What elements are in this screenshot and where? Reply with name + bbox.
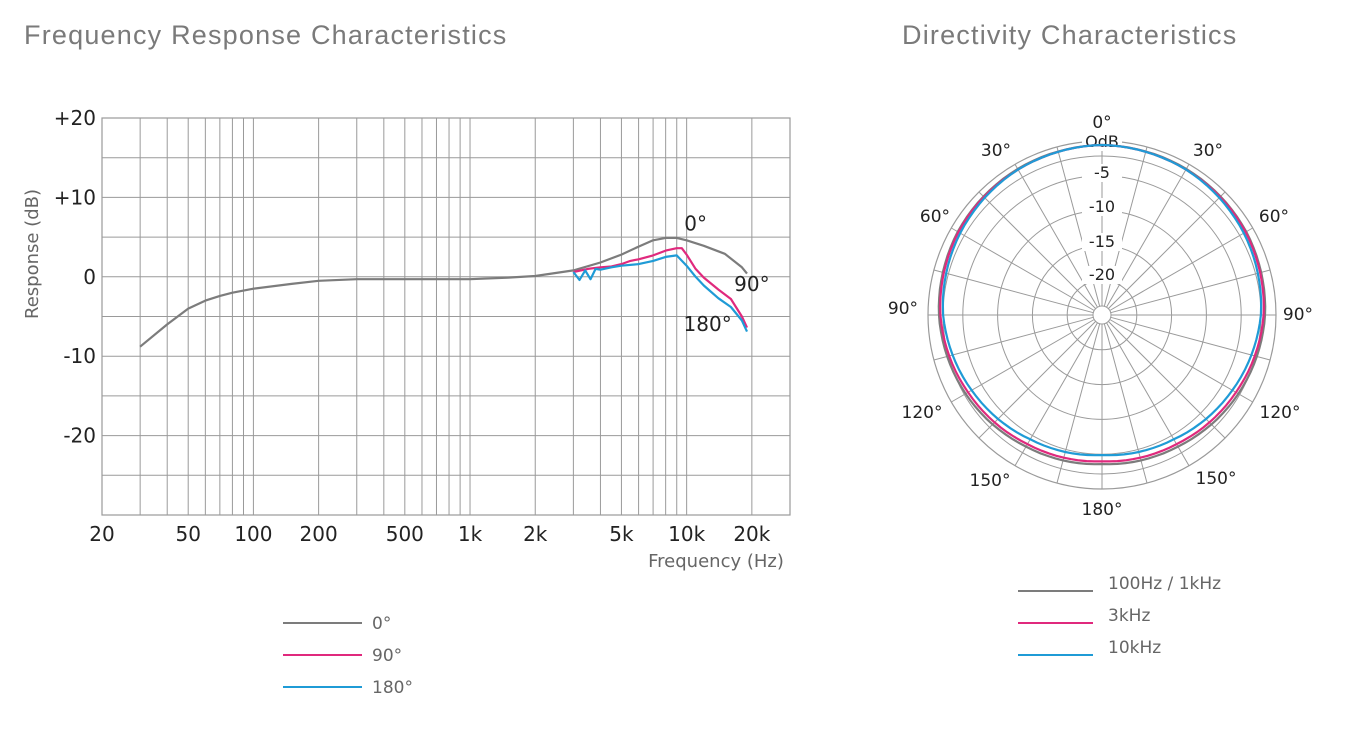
x-tick-label: 20 [89, 522, 114, 546]
frequency-response-chart: 20 50 100 200 500 1k 2k 5k 10k 20k +20 +10 0 -10 -20 Fr… [22, 106, 791, 698]
y-tick-label: -10 [63, 344, 96, 368]
x-tick-label: 1k [458, 522, 483, 546]
x-tick-label: 100 [234, 522, 272, 546]
angle-label: 150° [1196, 469, 1237, 489]
series-line [139, 236, 748, 348]
polar-spoke [1108, 321, 1226, 439]
polar-spoke [933, 269, 1094, 314]
curve-label: 0° [684, 212, 707, 236]
y-axis-label: Response (dB) [22, 189, 43, 319]
angle-label: 90° [888, 299, 918, 319]
polar-spoke [951, 319, 1095, 403]
x-tick-label: 500 [386, 522, 424, 546]
angle-label: 120° [1260, 403, 1301, 423]
directivity-legend: 100Hz / 1kHz 3kHz 10kHz [1018, 574, 1221, 658]
angle-label: 120° [902, 403, 943, 423]
polar-series [941, 143, 1263, 457]
polar-spoke [1103, 323, 1148, 484]
polar-spoke [951, 227, 1095, 311]
x-tick-label: 20k [733, 522, 770, 546]
polar-spoke [1109, 319, 1253, 403]
angle-label: 30° [1193, 141, 1223, 161]
y-tick-label: -20 [63, 424, 96, 448]
legend-label: 0° [372, 614, 391, 634]
db-label: -20 [1089, 265, 1115, 284]
polar-spoke [1110, 316, 1271, 361]
x-tick-label: 200 [300, 522, 338, 546]
db-label-bg [1082, 164, 1122, 182]
x-tick-label: 2k [523, 522, 548, 546]
angle-label: 180° [1082, 500, 1123, 520]
polar-spoke [1110, 269, 1271, 314]
db-label-bg [1082, 198, 1122, 216]
db-label: -10 [1089, 197, 1115, 216]
db-label-bg [1082, 266, 1122, 284]
polar-spoke [933, 316, 1094, 361]
legend-label: 100Hz / 1kHz [1108, 574, 1221, 594]
series-line [572, 254, 748, 333]
legend-label: 180° [372, 678, 413, 698]
db-label: -15 [1089, 232, 1115, 251]
polar-spoke [1056, 323, 1101, 484]
polar-spoke [1108, 191, 1226, 309]
angle-label: 150° [970, 471, 1011, 491]
x-tick-label: 10k [668, 522, 705, 546]
y-tick-label: +20 [54, 106, 96, 130]
y-tick-label: +10 [54, 185, 96, 209]
polar-spoke [1106, 322, 1190, 466]
angle-label: 90° [1283, 305, 1313, 325]
x-tick-label: 5k [609, 522, 634, 546]
angle-label: 0° [1092, 113, 1111, 133]
x-tick-label: 50 [175, 522, 200, 546]
legend-label: 3kHz [1108, 606, 1150, 626]
legend-label: 90° [372, 646, 402, 666]
x-axis-label: Frequency (Hz) [648, 551, 784, 572]
angle-label: 30° [981, 141, 1011, 161]
angle-label: 60° [1259, 207, 1289, 227]
polar-spoke [1109, 227, 1253, 311]
db-label: OdB [1085, 132, 1119, 151]
curve-label: 180° [684, 312, 732, 336]
directivity-polar-chart: OdB -5 -10 -15 -20 0° 30° 30° 60° 60° 90° 90° 120° 12… [888, 113, 1313, 658]
frequency-legend: 0° 90° 180° [283, 614, 413, 698]
frequency-chart-title: Frequency Response Characteristics [24, 20, 508, 50]
angle-label: 60° [920, 207, 950, 227]
db-label: -5 [1094, 163, 1110, 182]
polar-spoke [978, 191, 1096, 309]
polar-center [1092, 305, 1112, 325]
polar-series [939, 143, 1265, 463]
polar-spoke [978, 321, 1096, 439]
y-tick-label: 0 [83, 265, 96, 289]
curve-label: 90° [734, 272, 769, 296]
directivity-chart-title: Directivity Characteristics [902, 20, 1238, 50]
polar-spoke [1014, 322, 1098, 466]
legend-label: 10kHz [1108, 638, 1161, 658]
db-label-bg [1082, 233, 1122, 251]
